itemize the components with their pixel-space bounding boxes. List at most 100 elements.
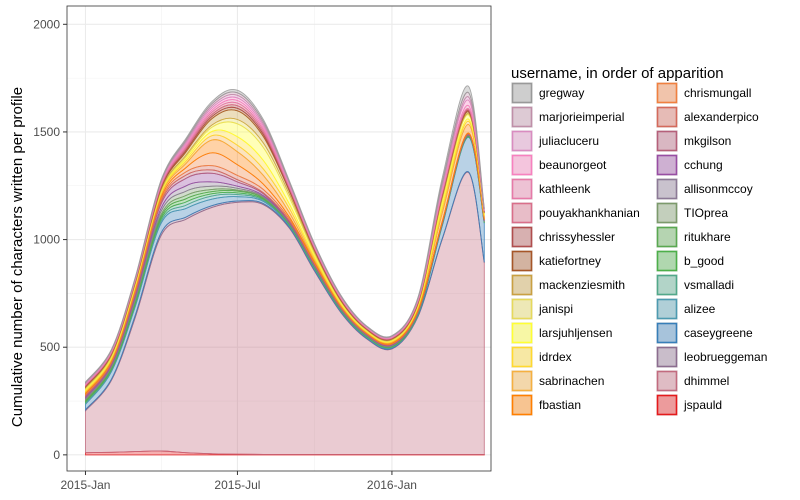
panel-background: [67, 6, 491, 471]
legend-label: alizee: [684, 302, 716, 316]
panel-border: [66, 5, 492, 472]
y-tick-label: 500: [40, 340, 60, 354]
legend-label: chrismungall: [684, 86, 751, 100]
legend-label: ritukhare: [684, 230, 731, 244]
legend-key-background: [511, 346, 533, 368]
legend-label: larsjuhljensen: [539, 326, 612, 340]
legend-key-background: [511, 202, 533, 224]
legend-label: juliacluceru: [538, 134, 599, 148]
legend-key-background: [656, 154, 678, 176]
legend-swatch: [511, 322, 533, 344]
legend-swatch: [656, 82, 678, 104]
y-tick-label: 1000: [33, 233, 60, 247]
x-tick-label: 2015-Jul: [214, 478, 260, 492]
legend-swatch: [511, 130, 533, 152]
legend-swatch: [656, 394, 678, 416]
legend-item-fbastian: fbastian: [511, 394, 581, 416]
legend-swatch: [511, 226, 533, 248]
legend-label: fbastian: [539, 398, 581, 412]
legend-key-background: [511, 394, 533, 416]
legend-swatch: [511, 370, 533, 392]
legend-label: chrissyhessler: [539, 230, 615, 244]
legend-title: username, in order of apparition: [511, 65, 724, 82]
legend-item-beaunorgeot: beaunorgeot: [511, 154, 607, 176]
legend-swatch: [656, 106, 678, 128]
legend-swatch: [511, 298, 533, 320]
legend-label: pouyakhankhanian: [539, 206, 640, 220]
legend-item-allisonmccoy: allisonmccoy: [656, 178, 753, 200]
legend-key-background: [511, 226, 533, 248]
legend-label: leobrueggeman: [684, 350, 767, 364]
legend-item-marjorieimperial: marjorieimperial: [511, 106, 624, 128]
legend-swatch: [656, 250, 678, 272]
legend-item-tioprea: TIOprea: [656, 202, 728, 224]
legend-key-background: [656, 202, 678, 224]
legend-item-cchung: cchung: [656, 154, 723, 176]
legend-item-caseygreene: caseygreene: [656, 322, 753, 344]
legend-label: kathleenk: [539, 182, 591, 196]
legend-key-background: [656, 274, 678, 296]
legend-item-larsjuhljensen: larsjuhljensen: [511, 322, 612, 344]
legend-item-b-good: b_good: [656, 250, 724, 272]
legend-label: mackenziesmith: [539, 278, 625, 292]
legend-key-background: [656, 130, 678, 152]
legend-swatch: [511, 202, 533, 224]
legend-item-juliacluceru: juliacluceru: [511, 130, 599, 152]
legend-label: TIOprea: [684, 206, 728, 220]
legend-key-background: [656, 226, 678, 248]
legend-swatch: [511, 346, 533, 368]
legend-item-jspauld: jspauld: [656, 394, 722, 416]
legend-key-background: [656, 82, 678, 104]
legend-swatch: [656, 178, 678, 200]
legend-key-background: [511, 274, 533, 296]
legend-swatch: [511, 274, 533, 296]
y-axis-title: Cumulative number of characters written …: [9, 87, 26, 427]
axes-group: 0 500 1000 1500 2000 2015-Jan 2015-Jul 2016-Jan: [33, 5, 492, 492]
legend-item-gregway: gregway: [511, 82, 584, 104]
x-tick-label: 2016-Jan: [367, 478, 417, 492]
legend-key-background: [511, 82, 533, 104]
legend-label: cchung: [684, 158, 723, 172]
legend-label: dhimmel: [684, 374, 729, 388]
legend-item-leobrueggeman: leobrueggeman: [656, 346, 767, 368]
x-tick-label: 2015-Jan: [60, 478, 110, 492]
plot-panel: [67, 6, 491, 471]
legend-key-background: [511, 154, 533, 176]
legend-label: b_good: [684, 254, 724, 268]
legend-item-idrdex: idrdex: [511, 346, 572, 368]
legend-label: caseygreene: [684, 326, 753, 340]
legend: gregway marjorieimperial juliacluceru beaun…: [511, 82, 767, 416]
legend-label: marjorieimperial: [539, 110, 624, 124]
legend-key-background: [511, 370, 533, 392]
legend-swatch: [511, 394, 533, 416]
legend-key-background: [656, 322, 678, 344]
legend-swatch: [656, 298, 678, 320]
legend-item-janispi: janispi: [511, 298, 573, 320]
legend-swatch: [511, 82, 533, 104]
legend-key-background: [656, 106, 678, 128]
legend-swatch: [656, 226, 678, 248]
legend-swatch: [656, 154, 678, 176]
legend-item-alizee: alizee: [656, 298, 716, 320]
legend-item-pouyakhankhanian: pouyakhankhanian: [511, 202, 640, 224]
legend-label: katiefortney: [539, 254, 601, 268]
legend-label: sabrinachen: [539, 374, 604, 388]
legend-label: beaunorgeot: [539, 158, 607, 172]
legend-label: janispi: [538, 302, 573, 316]
legend-item-ritukhare: ritukhare: [656, 226, 731, 248]
legend-item-alexanderpico: alexanderpico: [656, 106, 759, 128]
legend-key-background: [511, 130, 533, 152]
legend-item-mackenziesmith: mackenziesmith: [511, 274, 625, 296]
legend-key-background: [656, 370, 678, 392]
legend-label: idrdex: [539, 350, 572, 364]
legend-item-chrissyhessler: chrissyhessler: [511, 226, 615, 248]
legend-swatch: [511, 106, 533, 128]
legend-swatch: [656, 370, 678, 392]
legend-label: jspauld: [683, 398, 722, 412]
y-tick-label: 1500: [33, 125, 60, 139]
legend-item-dhimmel: dhimmel: [656, 370, 729, 392]
legend-item-katiefortney: katiefortney: [511, 250, 601, 272]
legend-swatch: [656, 130, 678, 152]
legend-key-background: [656, 394, 678, 416]
legend-key-background: [511, 106, 533, 128]
